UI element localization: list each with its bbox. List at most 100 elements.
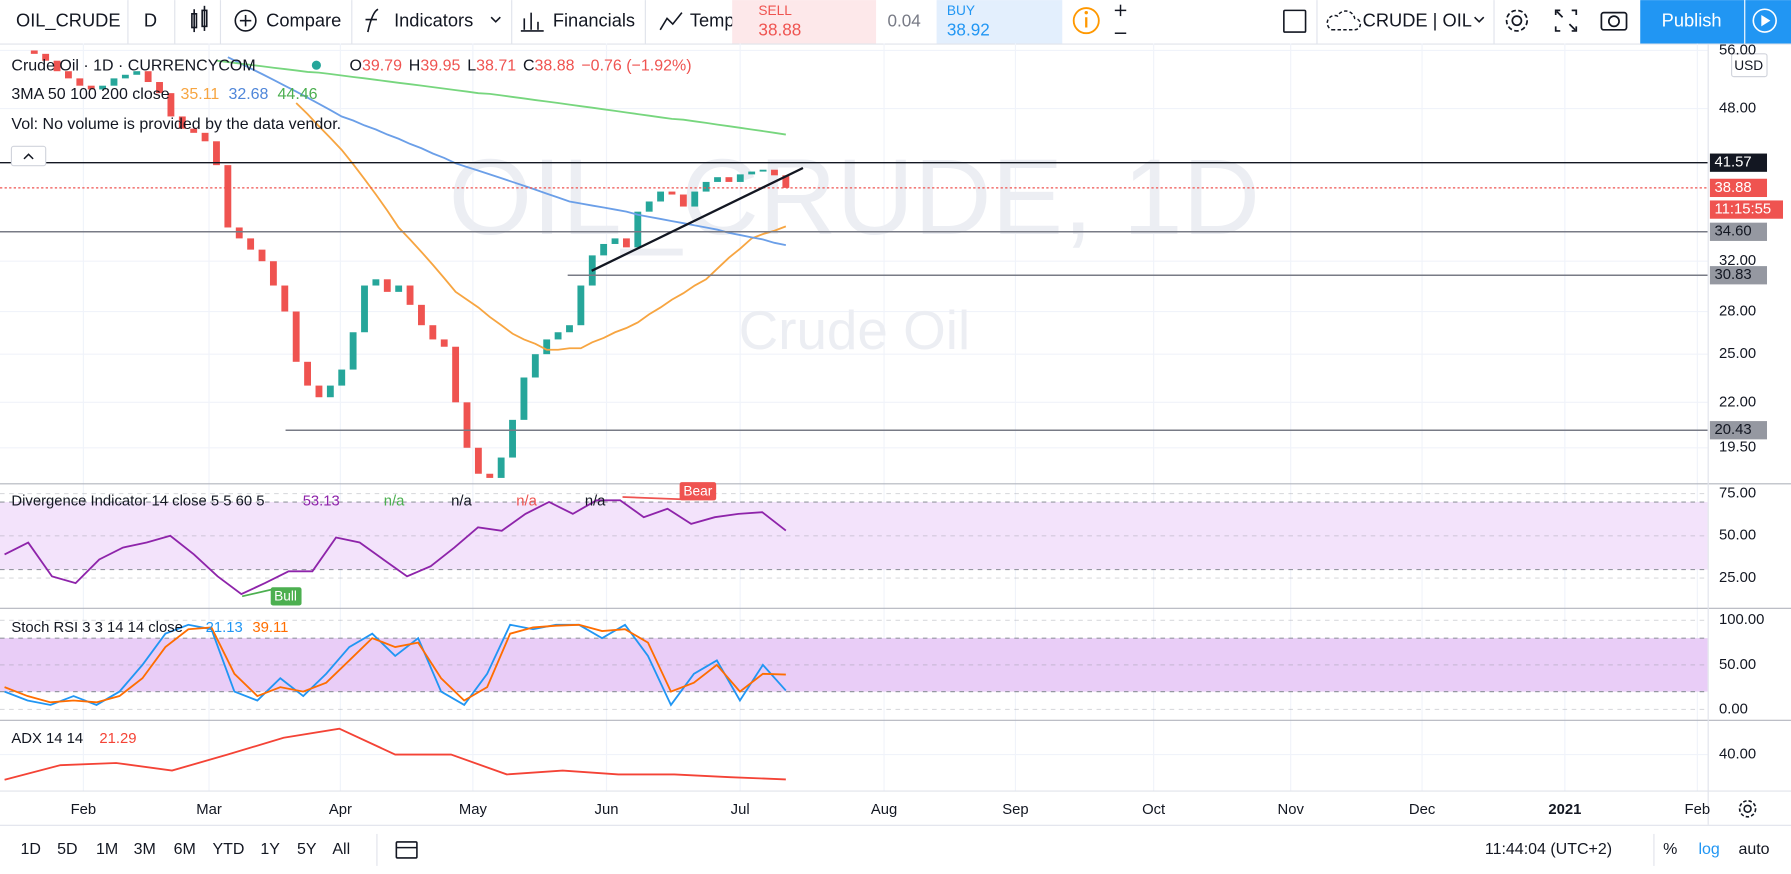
na-label: n/a <box>516 493 537 509</box>
time-label: Sep <box>1002 802 1028 818</box>
ohlc: O39.79 H39.95 L38.71 C38.88 −0.76 (−1.92%) <box>350 58 692 75</box>
settings-icon[interactable] <box>1505 9 1529 32</box>
candle <box>315 385 323 398</box>
rsi-value: 53.13 <box>303 493 340 509</box>
goto-date-icon[interactable] <box>395 841 418 859</box>
candle <box>224 165 232 228</box>
time-axis: Feb Mar Apr May Jun Jul Aug Sep Oct Nov Dec 2021 Feb <box>71 802 1711 818</box>
candle <box>622 238 630 248</box>
time-label: Jun <box>595 802 619 818</box>
range-button[interactable]: All <box>332 841 350 858</box>
time-label: 2021 <box>1548 802 1581 818</box>
candle <box>520 377 528 420</box>
watermark: OIL_CRUDE, 1D Crude Oil <box>449 137 1260 361</box>
na-label: n/a <box>384 493 405 509</box>
status-dot <box>311 60 321 70</box>
candle <box>577 285 585 326</box>
tick-label: 50.00 <box>1719 528 1756 544</box>
publish-button[interactable] <box>1640 0 1745 44</box>
sell-label[interactable]: SELL <box>758 3 792 18</box>
collapse-icon[interactable] <box>23 153 34 160</box>
stoch-k-value: 21.13 <box>206 620 243 636</box>
candle <box>657 191 665 202</box>
sell-box[interactable] <box>732 0 877 44</box>
tick-label: 25.00 <box>1719 570 1756 586</box>
range-button[interactable]: 1Y <box>260 841 280 858</box>
ohlc-value: 38.71 <box>476 58 516 75</box>
cloud-icon[interactable] <box>1326 10 1362 31</box>
candle <box>76 78 84 86</box>
plots <box>0 50 1708 781</box>
currency[interactable]: USD <box>1734 58 1763 73</box>
price-level-tag <box>1709 222 1768 241</box>
tick-label: 0.00 <box>1719 701 1748 717</box>
bull-label: Bull <box>274 589 297 604</box>
range-button[interactable]: 5D <box>57 841 77 858</box>
axes: 19.50 22.00 25.00 28.00 32.00 48.00 56.00 41.57… <box>1709 42 1784 762</box>
fullscreen-icon[interactable] <box>1554 9 1578 32</box>
range-button[interactable]: 1M <box>96 841 118 858</box>
collapse-button[interactable] <box>10 145 47 167</box>
log-toggle[interactable]: log <box>1698 841 1719 858</box>
range-buttons: 1D 5D 1M 3M 6M YTD 1Y 5Y All <box>21 841 351 858</box>
range-button[interactable]: YTD <box>212 841 244 858</box>
select-icon[interactable] <box>1283 9 1307 33</box>
financials-icon[interactable] <box>520 12 544 32</box>
range-button[interactable]: 3M <box>134 841 156 858</box>
snapshot-icon[interactable] <box>1600 11 1628 31</box>
clock[interactable]: 11:44:04 (UTC+2) <box>1485 841 1612 858</box>
chevron[interactable] <box>1474 16 1485 23</box>
publish-menu-icon[interactable] <box>1761 14 1771 27</box>
buy-box[interactable] <box>936 0 1063 44</box>
price-level-label: 41.57 <box>1714 155 1751 171</box>
candle <box>201 132 209 142</box>
countdown-tag <box>1709 200 1784 219</box>
range-button[interactable]: 5Y <box>297 841 317 858</box>
indicators-icon[interactable] <box>365 8 379 33</box>
range-button[interactable]: 6M <box>174 841 196 858</box>
candle <box>190 128 198 133</box>
bear-line <box>622 496 681 501</box>
sell-price[interactable]: 38.88 <box>758 19 801 39</box>
financials-button[interactable]: Financials <box>553 10 635 31</box>
compare-button[interactable]: Compare <box>266 10 341 31</box>
candle <box>281 285 289 312</box>
bar-style-icon[interactable] <box>191 5 208 33</box>
candle <box>247 238 255 250</box>
moving-average <box>295 102 787 351</box>
candle <box>611 238 619 244</box>
chevron[interactable] <box>490 16 501 23</box>
ohlc-letter: L <box>467 58 476 75</box>
symbol[interactable]: OIL_CRUDE <box>16 10 121 32</box>
percent-toggle[interactable]: % <box>1663 841 1677 858</box>
candle <box>349 332 357 370</box>
price-level-label: 20.43 <box>1714 422 1751 438</box>
price-tick-label: 56.00 <box>1719 42 1756 58</box>
candle <box>702 181 710 192</box>
currency-box[interactable] <box>1731 53 1768 78</box>
publish-label[interactable]: Publish <box>1662 10 1722 31</box>
candle <box>133 71 141 75</box>
buy-price[interactable]: 38.92 <box>947 19 990 39</box>
range-button[interactable]: 1D <box>21 841 41 858</box>
auto-toggle[interactable]: auto <box>1738 841 1769 858</box>
legend-title: Crude Oil · 1D · CURRENCYCOM <box>11 58 255 75</box>
info-icon[interactable] <box>1072 7 1100 35</box>
axis-settings-icon[interactable] <box>1738 799 1757 818</box>
candle <box>600 243 608 256</box>
publish-menu-icon[interactable] <box>1752 8 1777 33</box>
candle <box>497 457 505 478</box>
compare-icon[interactable] <box>234 9 257 32</box>
bull-line <box>241 588 273 598</box>
price-tick-label: 28.00 <box>1719 303 1756 319</box>
qty-buttons[interactable] <box>1114 4 1127 34</box>
trend-line[interactable] <box>591 166 804 272</box>
templates-button[interactable]: Temp <box>690 10 735 31</box>
indicators-button[interactable]: Indicators <box>394 10 473 31</box>
interval[interactable]: D <box>144 10 157 31</box>
grid <box>0 43 1791 791</box>
chart-name[interactable]: CRUDE | OIL <box>1363 10 1472 31</box>
templates-icon[interactable] <box>659 12 683 31</box>
buy-label[interactable]: BUY <box>947 3 975 18</box>
